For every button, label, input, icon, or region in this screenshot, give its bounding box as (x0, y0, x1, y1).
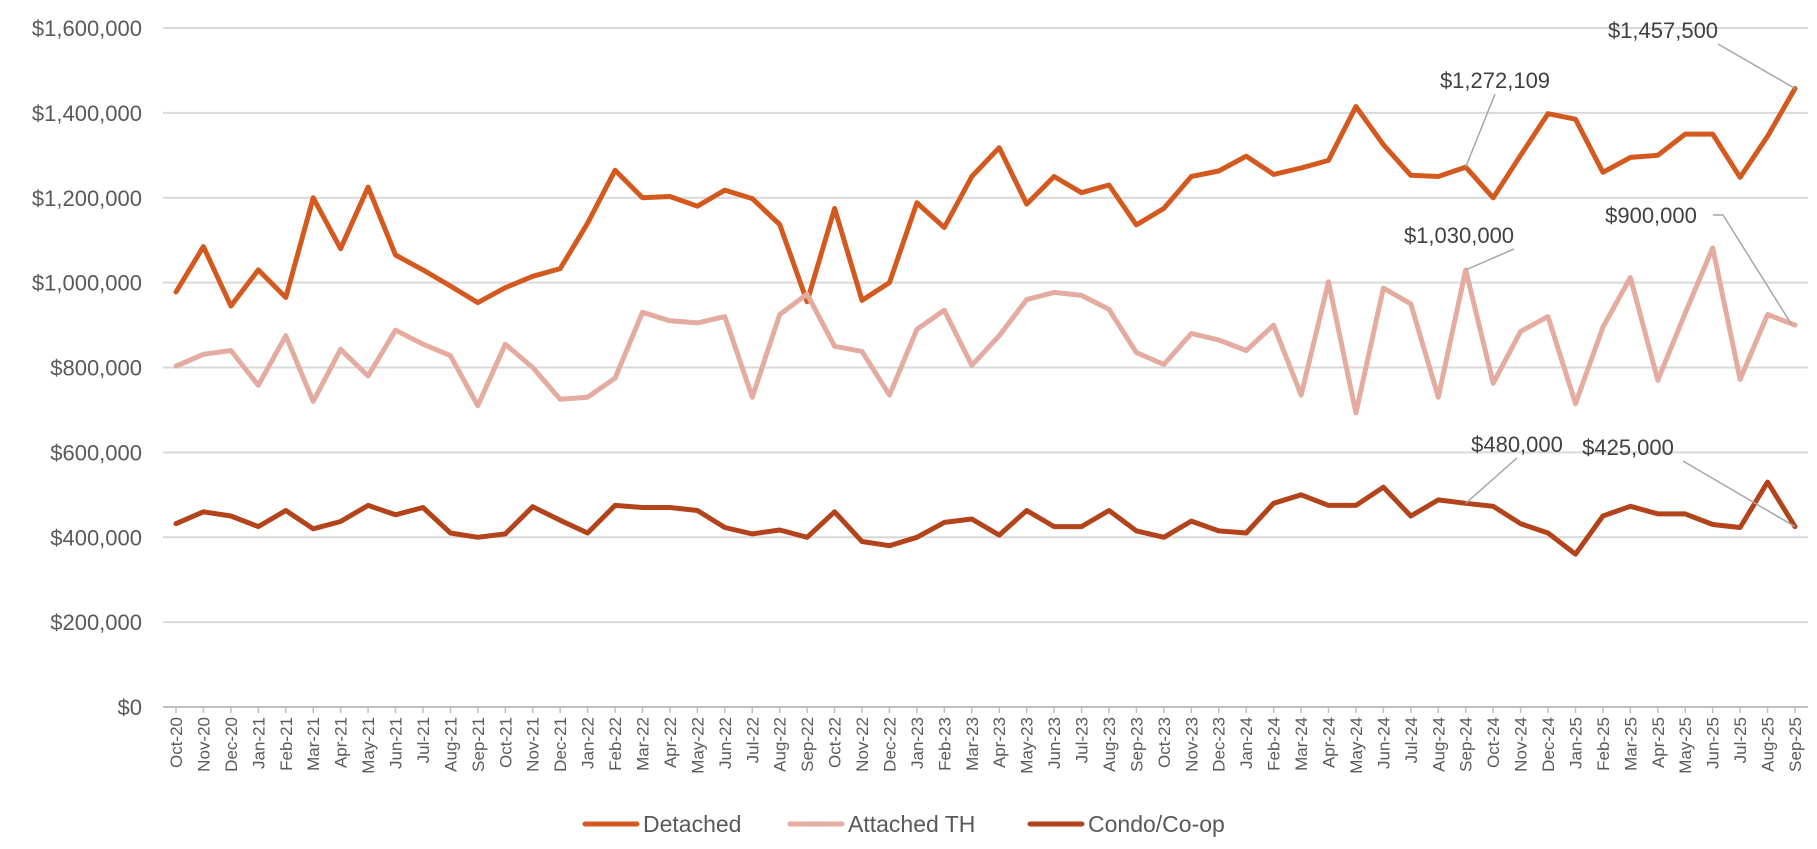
x-tick-label: Jun-23 (1045, 717, 1064, 769)
legend-label-attached-th: Attached TH (848, 811, 975, 837)
callout-label: $1,272,109 (1440, 68, 1550, 93)
x-tick-label: Dec-22 (880, 717, 899, 772)
x-tick-label: Nov-21 (524, 717, 543, 772)
x-tick-label: Jun-25 (1704, 717, 1723, 769)
y-tick-label: $1,600,000 (32, 16, 142, 41)
x-tick-label: Mar-21 (304, 717, 323, 771)
x-tick-label: Jul-24 (1402, 717, 1421, 763)
legend-label-condo-co-op: Condo/Co-op (1088, 811, 1225, 837)
callout-leader (1682, 460, 1796, 528)
x-tick-label: Jun-22 (716, 717, 735, 769)
x-tick-label: Mar-23 (963, 717, 982, 771)
series-line-detached (173, 86, 1798, 309)
x-tick-label: Oct-20 (167, 717, 186, 768)
x-tick-label: May-21 (359, 717, 378, 774)
x-tick-label: Apr-23 (990, 717, 1009, 768)
x-tick-label: Mar-24 (1292, 717, 1311, 771)
x-tick-label: Jan-23 (908, 717, 927, 769)
x-tick-label: May-23 (1018, 717, 1037, 774)
x-tick-label: Aug-23 (1100, 717, 1119, 772)
gridlines (163, 27, 1808, 624)
y-tick-label: $600,000 (50, 440, 142, 465)
x-tick-label: Sep-24 (1457, 717, 1476, 772)
x-tick-label: Oct-24 (1484, 717, 1503, 768)
y-tick-label: $1,400,000 (32, 101, 142, 126)
x-tick-label: Dec-23 (1210, 717, 1229, 772)
callout-label: $480,000 (1471, 432, 1563, 457)
y-tick-label: $0 (118, 695, 142, 720)
x-tick-label: Dec-24 (1539, 717, 1558, 772)
x-tick-label: Sep-25 (1786, 717, 1805, 772)
callout-leader (1717, 43, 1796, 90)
y-axis: $0 $200,000 $400,000 $600,000 $800,000 $1,000… (32, 16, 142, 720)
x-tick-label: Sep-22 (798, 717, 817, 772)
callout-label: $425,000 (1582, 435, 1674, 460)
x-tick-label: Apr-22 (661, 717, 680, 768)
callout-label: $1,457,500 (1608, 18, 1718, 43)
x-tick-label: Nov-23 (1182, 717, 1201, 772)
series-line-attached-th (173, 245, 1798, 416)
x-tick-label: Nov-22 (853, 717, 872, 772)
x-tick-label: Mar-25 (1621, 717, 1640, 771)
x-tick-label: Jul-22 (743, 717, 762, 763)
x-tick-label: Feb-21 (277, 717, 296, 771)
x-tick-label: Jul-21 (414, 717, 433, 763)
y-tick-label: $400,000 (50, 525, 142, 550)
x-tick-label: Jan-24 (1237, 717, 1256, 769)
x-tick-label: Feb-25 (1594, 717, 1613, 771)
x-tick-label: May-25 (1676, 717, 1695, 774)
x-tick-label: Apr-21 (332, 717, 351, 768)
x-tick-label: Sep-21 (469, 717, 488, 772)
x-tick-label: Apr-24 (1320, 717, 1339, 768)
x-tick-label: Oct-23 (1155, 717, 1174, 768)
x-tick-label: Aug-21 (441, 717, 460, 772)
x-axis: Oct-20 Nov-20 Dec-20 Jan-21 Feb-21 Mar-21 Apr-… (163, 706, 1808, 774)
callout-label: $900,000 (1605, 203, 1697, 228)
y-tick-label: $200,000 (50, 610, 142, 635)
x-tick-label: Sep-23 (1127, 717, 1146, 772)
x-tick-label: Oct-22 (826, 717, 845, 768)
x-tick-label: Feb-22 (606, 717, 625, 771)
x-tick-label: Mar-22 (633, 717, 652, 771)
x-tick-label: Jan-22 (579, 717, 598, 769)
x-tick-label: Feb-24 (1265, 717, 1284, 771)
callout-leader (1713, 214, 1793, 326)
y-tick-label: $1,000,000 (32, 271, 142, 296)
callout-leader (1465, 457, 1518, 504)
x-tick-label: Oct-21 (496, 717, 515, 768)
x-tick-label: Aug-25 (1759, 717, 1778, 772)
x-tick-label: Jun-24 (1374, 717, 1393, 769)
y-tick-label: $800,000 (50, 356, 142, 381)
x-tick-label: Jun-21 (387, 717, 406, 769)
annotations: $1,272,109 $1,457,500 $1,030,000 $900,000 $4… (1404, 18, 1796, 528)
x-tick-label: Aug-22 (771, 717, 790, 772)
x-tick-label: Apr-25 (1649, 717, 1668, 768)
x-tick-label: Feb-23 (935, 717, 954, 771)
x-tick-label: Jan-25 (1566, 717, 1585, 769)
series-line-condo-co-op (173, 479, 1798, 557)
x-tick-label: Nov-20 (194, 717, 213, 772)
callout-label: $1,030,000 (1404, 223, 1514, 248)
callout-leader (1465, 93, 1496, 168)
legend: Detached Attached TH Condo/Co-op (582, 811, 1225, 837)
series-lines (173, 86, 1798, 557)
legend-label-detached: Detached (643, 811, 741, 837)
x-tick-label: Jan-21 (249, 717, 268, 769)
x-tick-label: Jul-25 (1731, 717, 1750, 763)
x-tick-label: Aug-24 (1429, 717, 1448, 772)
x-tick-label: Dec-20 (222, 717, 241, 772)
x-tick-label: Dec-21 (551, 717, 570, 772)
x-tick-label: May-24 (1347, 717, 1366, 774)
callout-leader (1465, 248, 1515, 271)
x-tick-label: Jul-23 (1073, 717, 1092, 763)
x-tick-label: Nov-24 (1512, 717, 1531, 772)
y-tick-label: $1,200,000 (32, 186, 142, 211)
x-tick-label: May-22 (688, 717, 707, 774)
